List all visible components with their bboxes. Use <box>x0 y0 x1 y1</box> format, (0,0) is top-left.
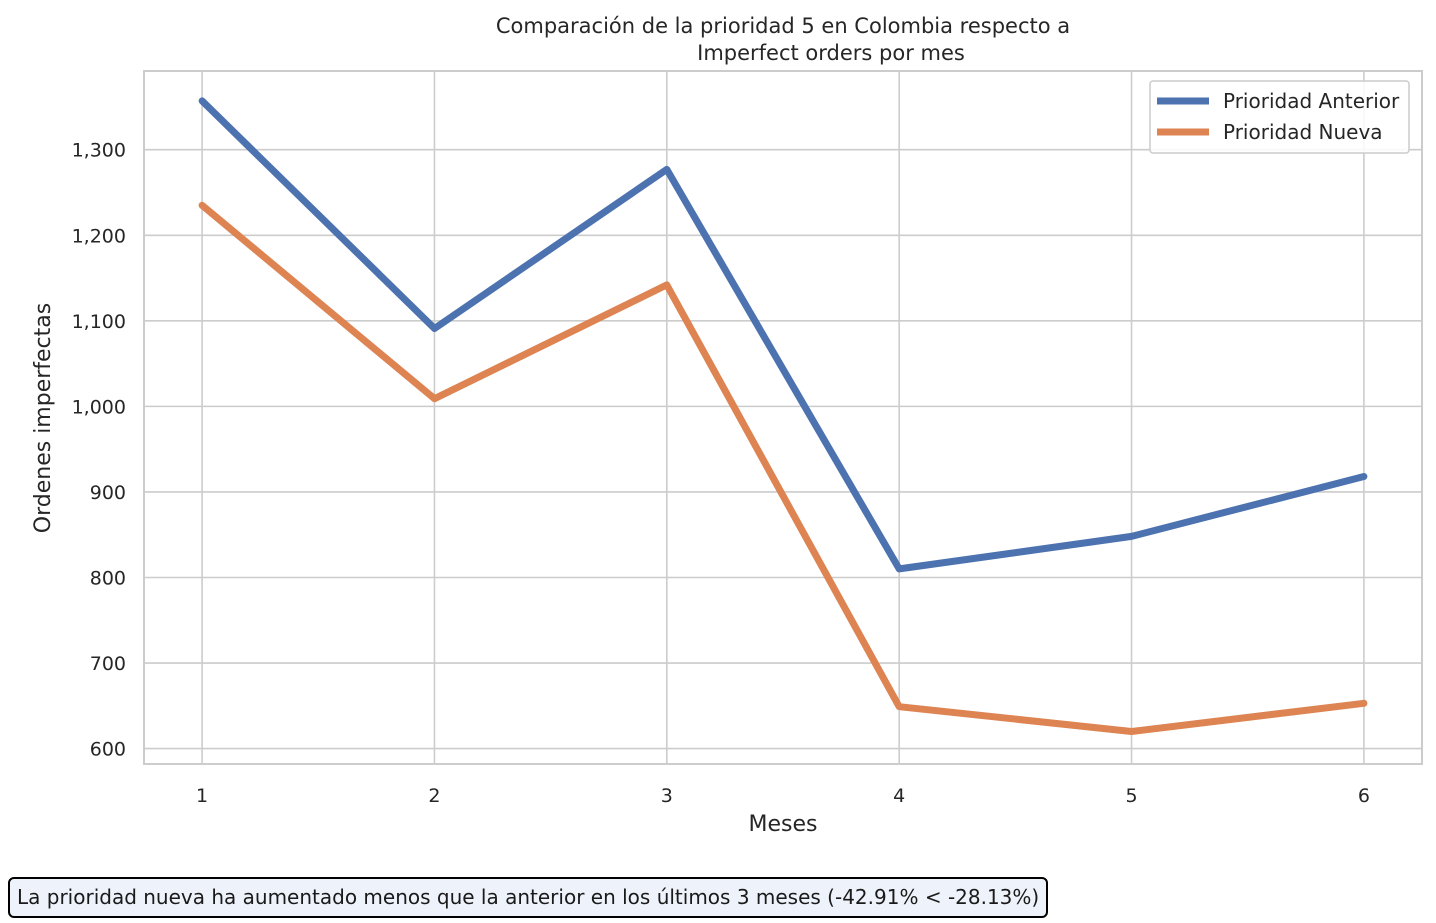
y-tick-label: 1,200 <box>72 225 126 247</box>
y-tick-label: 1,100 <box>72 311 126 333</box>
legend-label-prioridad-anterior: Prioridad Anterior <box>1223 89 1400 113</box>
x-tick-label: 1 <box>196 785 208 807</box>
legend-label-prioridad-nueva: Prioridad Nueva <box>1223 120 1383 144</box>
grid-lines <box>144 71 1422 764</box>
x-axis-label: Meses <box>749 812 818 837</box>
x-tick-label: 2 <box>428 785 440 807</box>
x-tick-label: 5 <box>1125 785 1137 807</box>
x-axis-ticks: 1 2 3 4 5 6 <box>196 785 1370 807</box>
x-tick-label: 6 <box>1358 785 1370 807</box>
series-line-prioridad-nueva <box>198 201 1368 735</box>
chart-title-line-1: Comparación de la prioridad 5 en Colombi… <box>496 14 1070 38</box>
y-tick-label: 900 <box>90 482 126 504</box>
series-line-prioridad-anterior <box>198 97 1368 573</box>
legend-box <box>1149 80 1410 154</box>
y-axis-ticks: 600 700 800 900 1,000 1,100 1,200 1,300 <box>72 140 126 761</box>
chart-title-line-2: Imperfect orders por mes <box>697 41 965 65</box>
summary-annotation-box: La prioridad nueva ha aumentado menos qu… <box>8 877 1049 918</box>
y-tick-label: 600 <box>90 739 126 761</box>
series-lines <box>198 97 1368 735</box>
line-chart: Comparación de la prioridad 5 en Colombi… <box>31 14 1423 837</box>
x-tick-label: 3 <box>661 785 673 807</box>
plot-area-frame <box>143 70 1423 765</box>
legend: Prioridad Anterior Prioridad Nueva <box>1149 80 1410 154</box>
y-tick-label: 800 <box>90 567 126 589</box>
x-tick-label: 4 <box>893 785 905 807</box>
y-tick-label: 700 <box>90 653 126 675</box>
y-tick-label: 1,000 <box>72 396 126 418</box>
y-axis-label: Ordenes imperfectas <box>31 303 56 533</box>
summary-annotation-text: La prioridad nueva ha aumentado menos qu… <box>17 885 1040 909</box>
y-tick-label: 1,300 <box>72 140 126 162</box>
